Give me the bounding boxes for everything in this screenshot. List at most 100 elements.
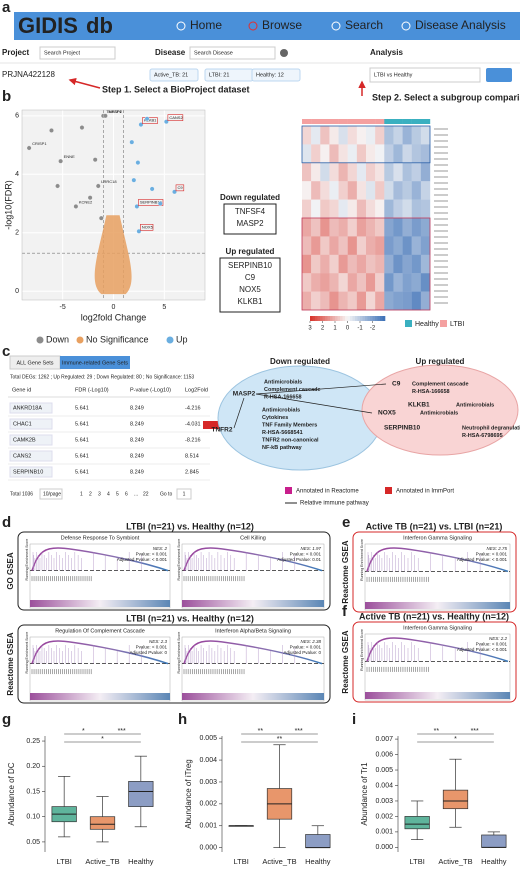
heatmap-cell [338,236,348,255]
gsea-heading: Active TB (n=21) vs. LTBI (n=21) [366,521,503,531]
legend-label: Annotated in Reactome [296,489,359,495]
page-number[interactable]: 22 [143,491,149,497]
heatmap-cell [420,199,431,219]
nav-item[interactable]: Disease Analysis [415,18,506,32]
gsea-title: Interferon Gamma Signaling [403,625,472,631]
nav-item[interactable]: Search [345,18,383,32]
group-bar [411,119,422,124]
heatmap-cell [375,162,385,182]
heatmap-cell [347,162,358,182]
gsea-stat: Adjusted Pvalue: 0.01 [277,557,321,562]
gsea-stat: Pvalue: < 0.001 [136,552,168,557]
panel-label: a [2,0,11,16]
heatmap-cell [366,144,376,163]
panel-label: i [352,711,356,728]
colorbar-step [365,316,368,321]
heatmap-cell [338,126,348,145]
legend-swatch [385,487,392,494]
filter-label: Analysis [370,48,403,57]
point [135,160,141,165]
heatmap-cell [384,273,394,292]
gene-chip [9,418,53,430]
dropdown[interactable] [369,67,481,83]
heatmap-cell [338,162,348,182]
heatmap-cell [375,291,385,311]
rank-bar [30,693,170,700]
y-tick-label: 0.002 [375,813,393,820]
project-id[interactable]: PRJNA422128 [2,70,55,79]
heatmap-cell [338,291,348,311]
term: Neutrophil degranulation [462,425,520,431]
gsea-frame [364,633,511,701]
page-number[interactable]: 6 [125,491,128,497]
heatmap-cell [311,273,321,292]
gene: C9 [392,381,401,388]
nav-bar [14,12,520,40]
point-label: KCNE2 [79,200,93,205]
page-number[interactable]: ... [134,491,138,497]
gene: MASP2 [233,391,256,398]
relation [233,383,387,429]
page-size[interactable] [39,488,63,500]
point [73,204,79,209]
table-cell: 5.641 [75,437,89,443]
page-number[interactable]: 1 [80,491,83,497]
heatmap-cell [402,218,412,237]
gsea-heading: LTBI (n=21) vs. Healthy (n=12) [126,613,254,623]
step-note: Step 2. Select a subgroup comparison [372,92,520,102]
heatmap-cell [329,181,339,200]
heatmap-cell [375,199,385,219]
term: TNFR2 non-canonical [262,437,319,443]
legend-swatch [440,320,447,327]
heatmap-cell [384,291,394,311]
x-tick-label: LTBI [57,857,72,866]
logo: db [86,13,113,38]
y-tick-label: 0.005 [199,735,217,742]
sig-label: ** [258,728,264,735]
submit-button[interactable] [486,68,512,82]
set-title: Down regulated [270,357,330,366]
deg-gene: SERPINB10 [228,261,273,270]
colorbar-step [312,316,316,321]
heatmap-cell [302,236,312,255]
column-header: FDR (-Log10) [75,387,109,393]
page-number[interactable]: 3 [98,491,101,497]
colorbar-step [375,316,378,321]
point [136,228,142,234]
tab[interactable] [60,356,130,369]
nav-item[interactable]: Browse [262,18,302,32]
heatmap-cell [311,291,321,311]
x-tick-label: LTBI [234,857,249,866]
point [129,139,135,145]
term: R-HSA-6798695 [462,433,503,439]
summary: Total DEGs: 1262 ; Up Regulated: 29 ; Do… [10,374,194,380]
panel-label: f [342,603,348,620]
page-number[interactable]: 2 [89,491,92,497]
search-box[interactable] [39,46,116,60]
nav-item[interactable]: Home [190,18,222,32]
label-highlight [138,199,164,206]
heatmap-cell [347,144,358,163]
heatmap-cell [338,254,348,274]
highlight [301,217,431,311]
heatmap-cell [420,144,431,163]
sig-label: * [454,736,457,743]
gene: TNFR2 [212,427,233,434]
search-box[interactable] [189,46,276,60]
heatmap-cell [411,126,422,145]
page-number[interactable]: 4 [107,491,110,497]
heatmap-cell [329,144,339,163]
heatmap-cell [366,218,376,237]
point [164,119,169,125]
point [149,186,155,192]
group-chip-label: Active_TB: 21 [154,72,188,78]
goto-input[interactable] [176,488,192,500]
page-number[interactable]: 5 [116,491,119,497]
gsea-stat: Pvalue: < 0.001 [136,645,168,650]
heatmap-cell [347,218,358,237]
y-tick-label: 0.003 [199,779,217,786]
group-bar [320,119,330,124]
colorbar-step [317,316,321,321]
x-tick-label: Healthy [305,857,331,866]
heatmap-cell [302,126,312,145]
